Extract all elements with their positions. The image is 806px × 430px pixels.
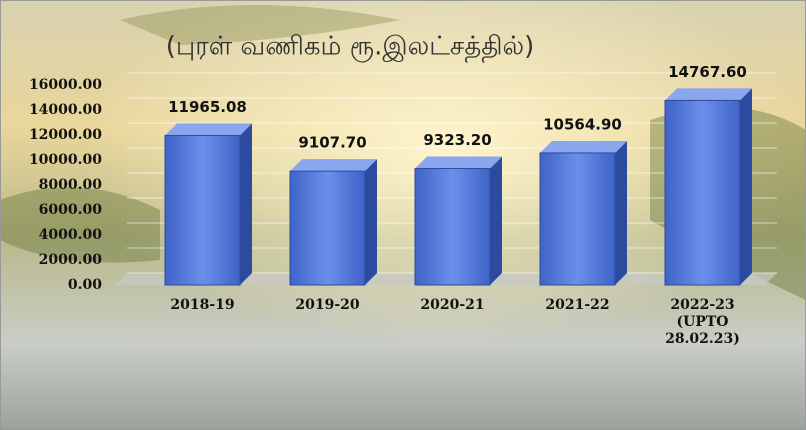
y-tick-label: 14000.00 [29, 102, 102, 118]
y-tick-label: 12000.00 [29, 127, 102, 143]
bar [165, 135, 240, 285]
bar-side [490, 156, 502, 285]
bar-top [415, 156, 502, 168]
x-tick-label: 2021-22 [545, 297, 609, 313]
value-label: 14767.60 [668, 63, 747, 81]
bar [290, 171, 365, 285]
bar-side [365, 159, 377, 285]
bar-top [290, 159, 377, 171]
bar [665, 100, 740, 285]
bar-top [165, 123, 252, 135]
chart: (புரள் வணிகம் ரூ.இலட்சத்தில்) 0.00 2000.0… [0, 0, 806, 430]
bar [415, 168, 490, 285]
value-label: 10564.90 [543, 115, 622, 133]
bar [540, 153, 615, 285]
x-tick-label: 2020-21 [420, 297, 484, 313]
value-label: 9107.70 [298, 134, 366, 152]
y-tick-label: 10000.00 [29, 152, 102, 168]
bar-side [615, 141, 627, 285]
value-label: 11965.08 [168, 98, 247, 116]
bar-side [240, 123, 252, 285]
bar-side [740, 88, 752, 285]
y-tick-label: 16000.00 [29, 77, 102, 93]
y-tick-label: 4000.00 [39, 227, 103, 243]
y-tick-label: 6000.00 [39, 202, 103, 218]
bar-top [665, 88, 752, 100]
value-label: 9323.20 [423, 131, 491, 149]
bar-top [540, 141, 627, 153]
chart-title: (புரள் வணிகம் ரூ.இலட்சத்தில்) [166, 32, 535, 63]
x-tick-label: 2019-20 [295, 297, 360, 313]
x-tick-label: 2018-19 [170, 297, 234, 313]
y-tick-label: 8000.00 [39, 177, 103, 193]
y-tick-label: 0.00 [68, 277, 102, 293]
y-tick-label: 2000.00 [39, 252, 103, 268]
